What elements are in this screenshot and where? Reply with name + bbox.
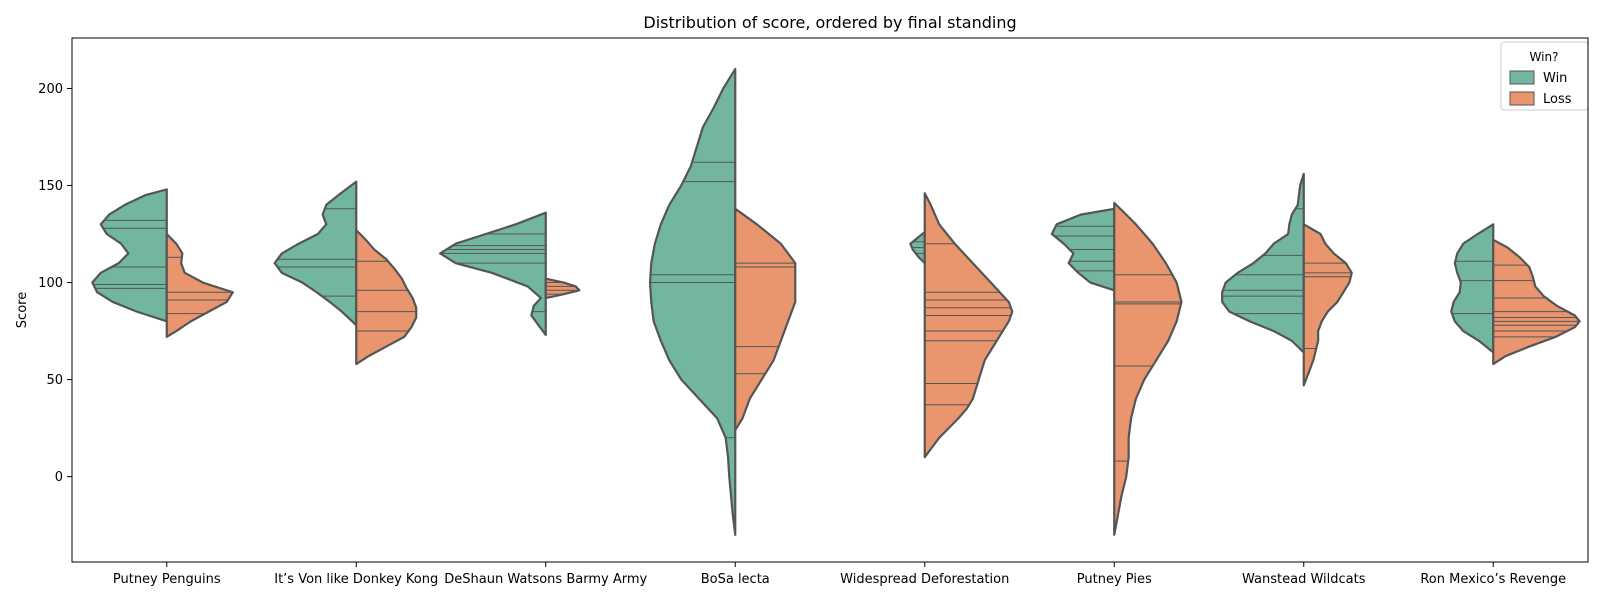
chart-title: Distribution of score, ordered by final …: [643, 13, 1016, 32]
violin-win-3: [648, 67, 737, 536]
y-tick-label: 200: [38, 82, 63, 97]
legend-title: Win?: [1530, 50, 1559, 64]
y-tick-label: 100: [38, 276, 63, 291]
x-tick-label: DeShaun Watsons Barmy Army: [444, 572, 647, 587]
violin-loss-4: [923, 192, 1014, 459]
x-tick-label: Ron Mexico’s Revenge: [1420, 572, 1566, 587]
legend-label-win: Win: [1543, 71, 1567, 86]
violin-loss-1: [355, 229, 418, 366]
x-tick-label: Widespread Deforestation: [840, 572, 1009, 587]
x-axis: Putney Penguins It’s Von like Donkey Kong…: [113, 562, 1566, 587]
legend-swatch-loss: [1509, 91, 1535, 106]
violin-win-6: [1221, 172, 1305, 354]
violin-loss-0: [165, 232, 234, 338]
legend: Win? Win Loss: [1500, 41, 1589, 111]
violin-loss-3: [734, 207, 797, 432]
violin-win-7: [1450, 223, 1495, 354]
y-axis-label: Score: [15, 292, 30, 328]
y-tick-label: 50: [46, 373, 63, 388]
x-tick-label: BoSa lecta: [701, 572, 770, 587]
plot-area: [91, 67, 1581, 536]
y-tick-label: 150: [38, 179, 63, 194]
x-tick-label: Putney Pies: [1077, 572, 1152, 587]
violin-win-2: [439, 211, 547, 337]
y-axis: 0 50 100 150 200: [38, 82, 72, 485]
legend-swatch-win: [1509, 70, 1535, 85]
violin-loss-6: [1302, 223, 1353, 387]
x-tick-label: Wanstead Wildcats: [1242, 572, 1366, 587]
violin-loss-7: [1492, 238, 1581, 366]
plot-frame: [71, 37, 1589, 563]
violin-loss-2: [544, 277, 581, 300]
violin-win-0: [91, 188, 168, 323]
x-tick-label: Putney Penguins: [113, 572, 221, 587]
violin-win-1: [273, 180, 358, 327]
x-tick-label: It’s Von like Donkey Kong: [274, 572, 438, 587]
legend-label-loss: Loss: [1543, 92, 1572, 107]
y-tick-label: 0: [55, 470, 63, 485]
violin-loss-5: [1113, 201, 1183, 536]
